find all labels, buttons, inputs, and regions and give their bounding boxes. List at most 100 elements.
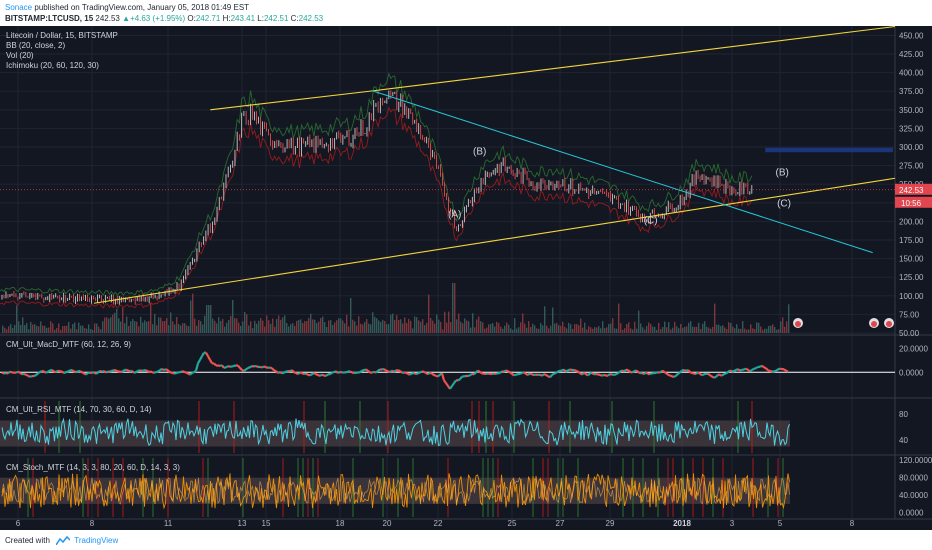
volume-bar xyxy=(458,313,460,333)
macd-segment xyxy=(723,372,727,376)
macd-segment xyxy=(615,372,619,376)
macd-segment xyxy=(423,370,427,375)
macd-segment xyxy=(333,370,337,374)
x-tick-label: 25 xyxy=(508,519,517,528)
macd-segment xyxy=(67,369,71,373)
macd-segment xyxy=(185,371,189,375)
macd-segment xyxy=(697,371,701,375)
chart-canvas[interactable]: (A)(B)(C)(B)(C) 450.00425.00400.00375.00… xyxy=(0,26,932,530)
volume-bar xyxy=(552,307,554,333)
volume-bar xyxy=(36,325,38,333)
macd-segment xyxy=(767,369,771,373)
legend-indicator-bb: BB (20, close, 2) xyxy=(6,41,65,50)
stoch-series xyxy=(1,458,790,517)
volume-bar xyxy=(614,328,616,333)
macd-segment xyxy=(389,369,393,374)
macd-segment xyxy=(319,373,323,377)
volume-bar xyxy=(492,323,494,333)
change-label: +4.63 (+1.95%) xyxy=(130,14,186,23)
volume-bar xyxy=(324,322,326,333)
volume-bar xyxy=(686,326,688,333)
volume-bar xyxy=(408,318,410,333)
macd-segment xyxy=(443,379,447,384)
volume-bar xyxy=(484,328,486,333)
macd-segment xyxy=(391,369,395,373)
volume-bar xyxy=(746,329,748,333)
macd-segment xyxy=(69,368,73,372)
macd-segment xyxy=(695,371,699,375)
volume-bar xyxy=(352,319,354,333)
indicator-panes[interactable] xyxy=(0,351,895,517)
volume-bar xyxy=(76,329,78,333)
macd-segment xyxy=(243,368,247,372)
macd-segment xyxy=(735,368,739,372)
created-with-label: Created with xyxy=(5,536,50,545)
macd-segment xyxy=(579,372,583,376)
volume-bar xyxy=(148,321,150,333)
price-candles[interactable] xyxy=(1,90,753,305)
volume-bar xyxy=(194,318,196,333)
volume-bar xyxy=(140,316,142,333)
macd-segment xyxy=(479,371,483,375)
volume-bar xyxy=(462,323,464,333)
volume-bar xyxy=(268,320,270,333)
volume-bar xyxy=(216,323,218,333)
tradingview-brand-link[interactable]: TradingView xyxy=(74,536,119,545)
macd-segment xyxy=(543,373,547,376)
macd-segment xyxy=(51,369,55,373)
volume-bar xyxy=(18,321,20,333)
volume-bar xyxy=(574,324,576,333)
macd-segment xyxy=(199,355,203,361)
macd-segment xyxy=(477,369,481,373)
volume-bar xyxy=(240,325,242,333)
stoch-d-line xyxy=(1,476,790,505)
volume-bar xyxy=(752,328,754,333)
macd-segment xyxy=(541,373,545,377)
macd-segment xyxy=(337,370,341,374)
volume-bar xyxy=(676,326,678,333)
volume-bar xyxy=(726,328,728,333)
macd-segment xyxy=(775,368,779,372)
macd-segment xyxy=(345,370,349,374)
macd-segment xyxy=(505,369,509,373)
volume-bar xyxy=(312,319,314,333)
volume-bar xyxy=(768,325,770,333)
macd-segment xyxy=(289,369,293,373)
macd-segment xyxy=(37,371,41,375)
macd-segment xyxy=(175,371,179,375)
volume-bar xyxy=(402,323,404,333)
macd-segment xyxy=(761,364,765,369)
volume-bar xyxy=(10,324,12,333)
volume-bar xyxy=(322,316,324,333)
price-pane[interactable]: (A) (B) (C) (B) (C) xyxy=(0,26,896,333)
volume-bar xyxy=(696,326,698,333)
volume-bar xyxy=(632,329,634,333)
volume-bar xyxy=(784,326,786,333)
volume-bar xyxy=(510,328,512,333)
volume-bar xyxy=(210,305,212,333)
author-link[interactable]: Sonace xyxy=(5,3,33,12)
macd-segment xyxy=(163,368,167,372)
volume-bar xyxy=(728,322,730,333)
y-tick-label: 150.00 xyxy=(899,255,924,264)
macd-segment xyxy=(85,371,89,376)
macd-segment xyxy=(103,370,107,374)
volume-bar xyxy=(368,323,370,333)
volume-bar xyxy=(318,321,320,333)
macd-segment xyxy=(209,359,213,364)
macd-segment xyxy=(299,371,303,375)
volume-bar xyxy=(244,311,246,333)
macd-segment xyxy=(769,369,773,373)
volume-bar xyxy=(732,326,734,333)
macd-segment xyxy=(661,369,665,373)
volume-bar xyxy=(250,321,252,333)
macd-segment xyxy=(169,371,173,374)
low-key: L: xyxy=(257,14,264,23)
macd-segment xyxy=(747,368,751,373)
volume-bar xyxy=(456,319,458,333)
volume-bar xyxy=(698,322,700,333)
macd-segment xyxy=(709,374,713,378)
macd-segment xyxy=(667,373,671,377)
volume-bar xyxy=(34,324,36,333)
volume-bar xyxy=(594,327,596,333)
